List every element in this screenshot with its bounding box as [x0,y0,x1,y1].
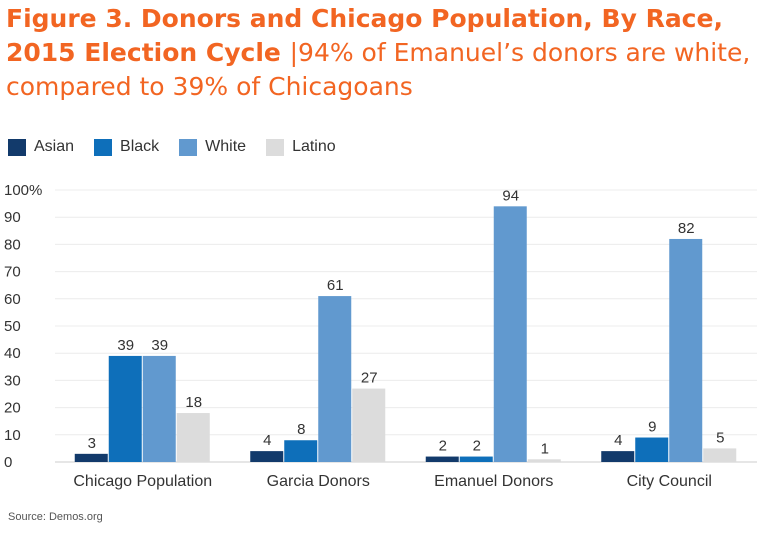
bar-latino [352,388,386,462]
x-category-label: Emanuel Donors [434,473,553,490]
data-label: 4 [263,432,271,449]
data-label: 82 [678,220,695,237]
data-label: 94 [502,187,519,204]
legend-item-white: White [179,138,246,156]
x-category-label: Garcia Donors [267,473,370,490]
legend-swatch-white [179,138,198,156]
bar-white [669,238,703,462]
x-category-label: Chicago Population [73,473,212,490]
y-tick-label: 20 [4,400,21,417]
bar-black [635,437,669,462]
bar-black [459,456,493,462]
legend-label-black: Black [120,138,160,155]
y-tick-label: 0 [4,454,12,471]
x-category-label: City Council [627,473,712,490]
y-tick-label: 40 [4,345,21,362]
legend-item-latino: Latino [266,138,336,156]
y-tick-label: 10 [4,427,21,444]
legend-label-white: White [205,138,247,155]
y-tick-label: 80 [4,236,21,253]
data-label: 5 [716,429,724,446]
bar-white [318,296,352,462]
data-label: 3 [88,435,96,452]
legend-label-latino: Latino [292,138,336,155]
data-label: 61 [327,277,344,294]
bar-white [493,206,527,462]
legend-swatch-asian [8,138,26,156]
bar-asian [250,451,284,462]
y-tick-label: 60 [4,291,21,308]
y-tick-label: 100% [4,182,42,199]
legend-label-asian: Asian [34,138,75,155]
data-label: 1 [541,440,549,457]
legend-swatch-latino [266,138,285,156]
bar-white [142,355,176,462]
bar-asian [74,453,108,462]
y-tick-label: 50 [4,318,21,335]
chart-title-bold: Figure 3. Donors and Chicago Population,… [6,4,723,67]
chart-subtitle: 94% of Emanuel’s donors are white, compa… [6,38,751,101]
data-label: 2 [473,438,481,455]
bar-latino [176,413,210,462]
y-tick-label: 70 [4,264,21,281]
legend-item-black: Black [94,138,159,156]
chart-title: Figure 3. Donors and Chicago Population,… [6,2,751,104]
bar-black [284,440,318,462]
data-label: 27 [361,370,378,387]
bar-latino [527,459,561,462]
data-label: 8 [297,421,305,438]
source-note: Source: Demos.org [8,511,103,523]
y-tick-label: 30 [4,372,21,389]
bar-black [108,355,142,462]
data-label: 39 [117,337,134,354]
data-label: 18 [185,394,202,411]
data-label: 2 [439,438,447,455]
bar-latino [703,448,737,462]
data-label: 39 [151,337,168,354]
legend-item-asian: Asian [8,138,74,156]
legend-swatch-black [94,138,113,156]
bar-asian [601,451,635,462]
title-separator: | [289,38,299,67]
bar-asian [425,456,459,462]
data-label: 9 [648,419,656,436]
data-label: 4 [614,432,622,449]
chart-legend: Asian Black White Latino [8,136,356,158]
y-tick-label: 90 [4,209,21,226]
